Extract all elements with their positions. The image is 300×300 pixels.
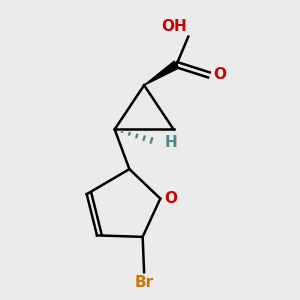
Polygon shape <box>144 61 179 85</box>
Text: O: O <box>164 191 177 206</box>
Text: O: O <box>213 68 226 82</box>
Text: OH: OH <box>161 19 187 34</box>
Text: Br: Br <box>134 275 154 290</box>
Text: H: H <box>164 135 177 150</box>
